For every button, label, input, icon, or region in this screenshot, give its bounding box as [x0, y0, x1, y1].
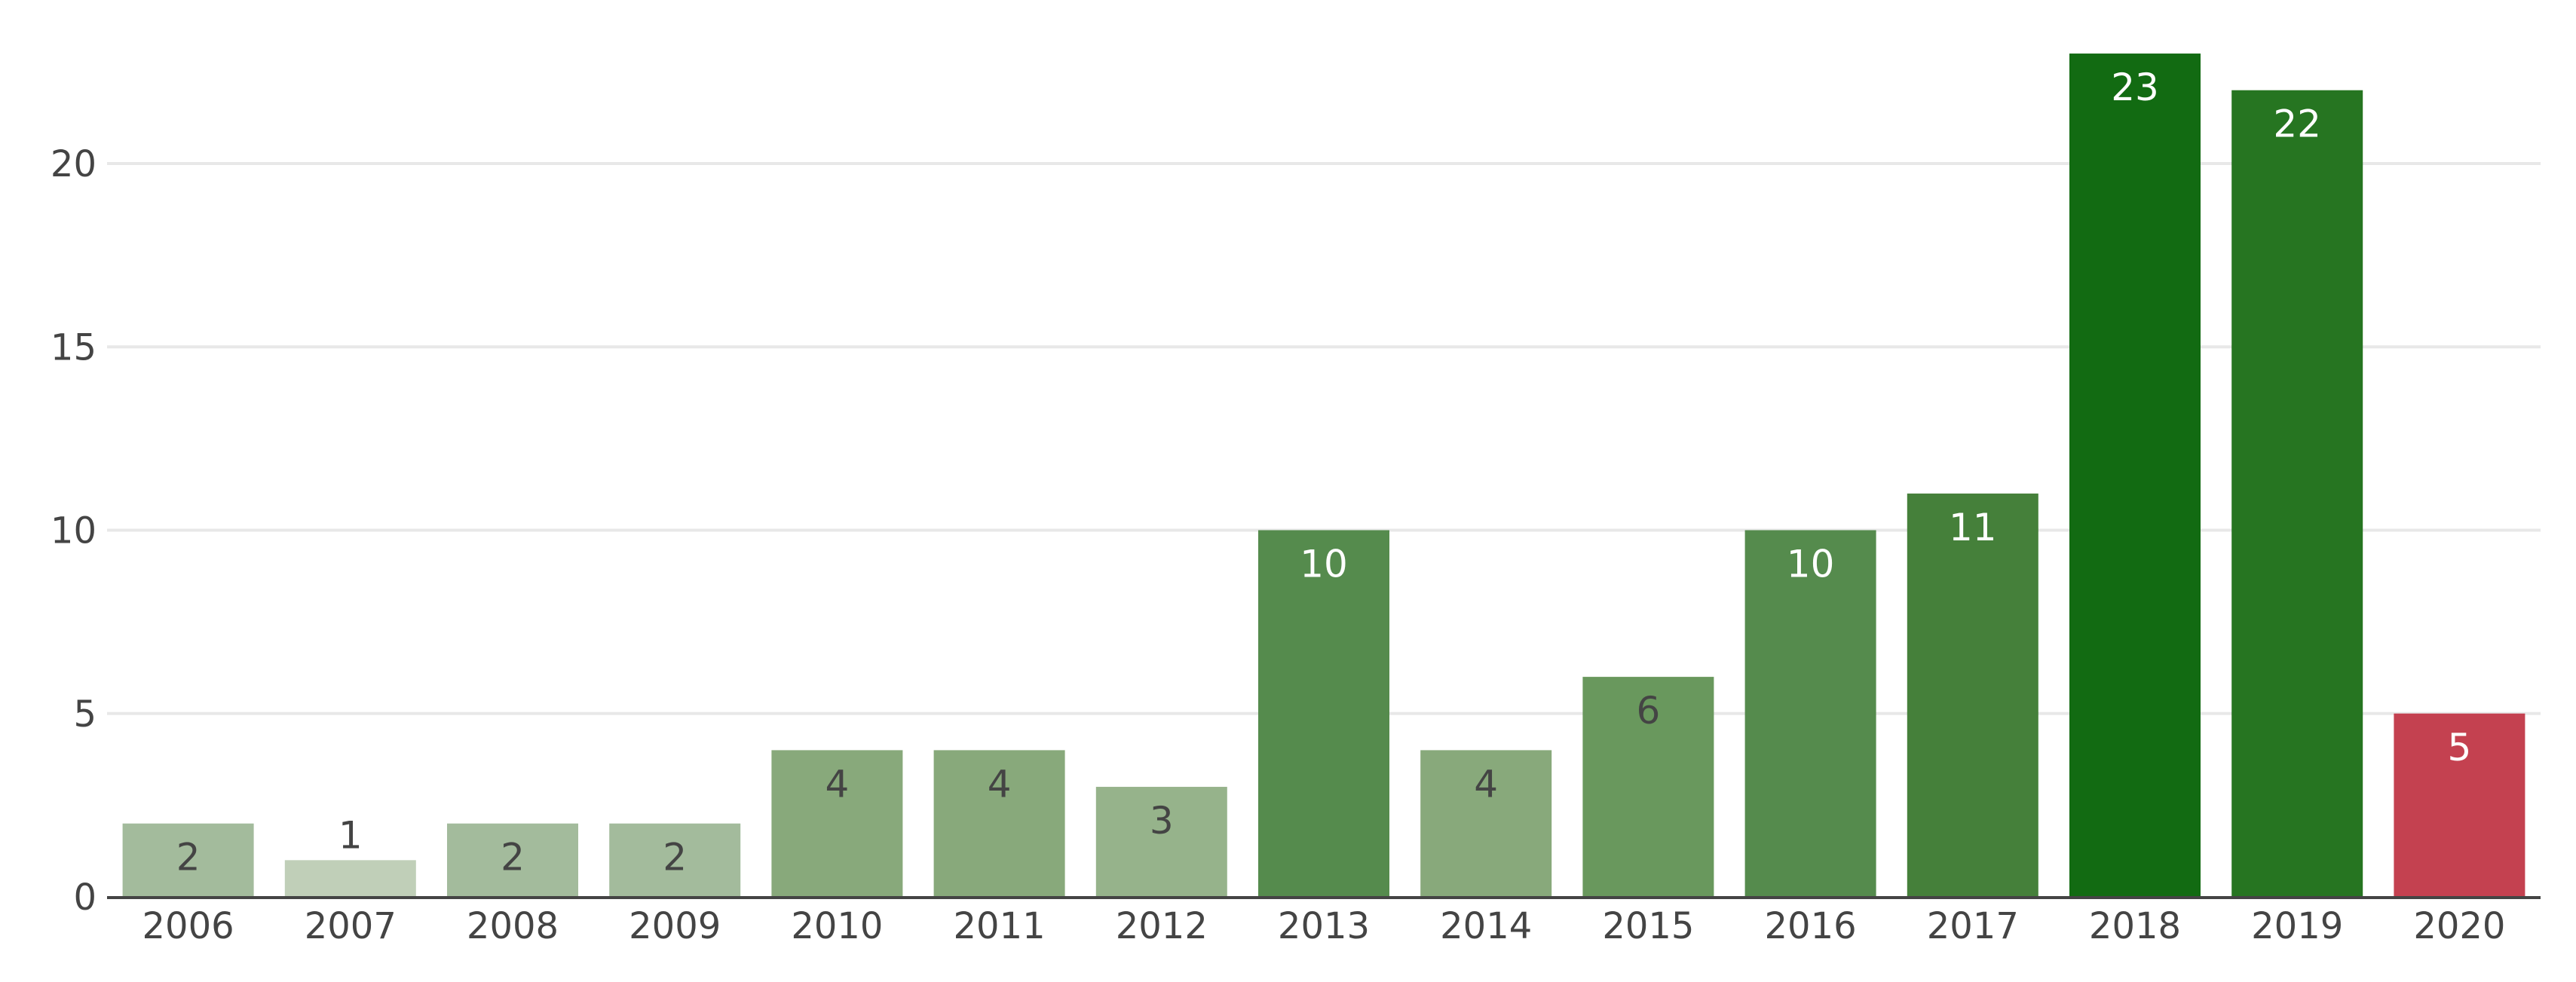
bar-value-label: 22	[2273, 102, 2321, 146]
x-tick-label: 2007	[305, 905, 397, 947]
x-tick-label: 2018	[2089, 905, 2181, 947]
x-tick-label: 2014	[1440, 905, 1532, 947]
y-tick-label: 15	[51, 326, 96, 369]
bar-2019	[2231, 90, 2363, 898]
bar-2012	[1095, 787, 1227, 897]
bar-value-label: 2	[176, 836, 201, 880]
bar-value-label: 6	[1636, 689, 1660, 733]
x-tick-label: 2006	[142, 905, 234, 947]
x-tick-label: 2010	[791, 905, 883, 947]
x-tick-label: 2011	[954, 905, 1046, 947]
bar-value-label: 10	[1300, 543, 1348, 586]
bar-2014	[1420, 750, 1552, 897]
bar-2013	[1258, 530, 1389, 897]
bar-2020	[2394, 713, 2525, 897]
x-tick-label: 2019	[2251, 905, 2343, 947]
bar-value-label: 4	[825, 762, 849, 806]
bar-2007	[284, 860, 416, 897]
bar-2018	[2069, 54, 2201, 897]
bar-value-label: 4	[988, 762, 1012, 806]
x-tick-label: 2009	[629, 905, 721, 947]
bar-value-label: 11	[1949, 506, 1997, 549]
x-tick-label: 2015	[1602, 905, 1694, 947]
bar-2017	[1907, 493, 2038, 897]
bar-value-label: 3	[1150, 799, 1174, 843]
x-tick-label: 2012	[1116, 905, 1208, 947]
bar-2008	[447, 823, 578, 897]
bar-2016	[1744, 530, 1876, 897]
x-tick-label: 2020	[2413, 905, 2505, 947]
y-tick-label: 0	[73, 876, 96, 919]
bars	[122, 54, 2525, 898]
bar-2010	[771, 750, 903, 897]
bar-2009	[609, 823, 741, 897]
bar-2011	[933, 750, 1065, 897]
x-tick-label: 2017	[1927, 905, 2019, 947]
bar-value-label: 2	[663, 836, 687, 880]
bar-2015	[1582, 677, 1714, 897]
bar-value-label: 5	[2447, 726, 2471, 769]
y-tick-label: 10	[51, 510, 96, 552]
bar-value-label: 4	[1474, 762, 1498, 806]
x-tick-label: 2008	[467, 905, 559, 947]
x-tick-label: 2013	[1278, 905, 1370, 947]
bar-value-label: 23	[2111, 66, 2159, 109]
bar-value-label: 1	[338, 813, 363, 857]
bar-2006	[122, 823, 254, 897]
bar-value-label: 10	[1787, 543, 1835, 586]
bar-value-label: 2	[501, 836, 525, 880]
y-tick-label: 20	[51, 143, 96, 185]
x-tick-label: 2016	[1765, 905, 1857, 947]
y-tick-label: 5	[73, 693, 96, 736]
